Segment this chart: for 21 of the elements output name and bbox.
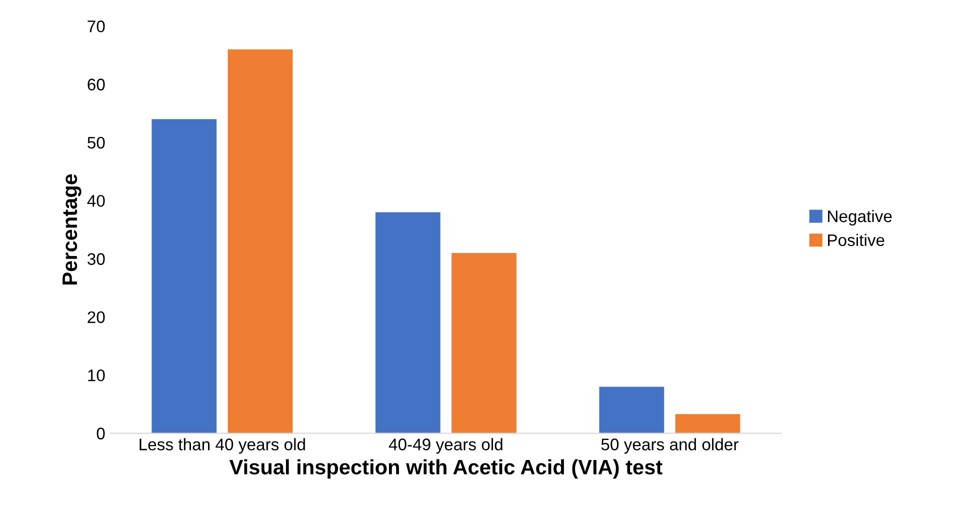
legend-label: Positive <box>828 234 884 246</box>
x-axis-title: Visual inspection with Acetic Acid (VIA) test <box>229 459 662 479</box>
x-tick-label: 50 years and older <box>601 438 738 454</box>
y-tick-label: 30 <box>88 253 105 265</box>
y-tick-label: 20 <box>88 311 105 324</box>
bar <box>599 386 664 434</box>
bar <box>452 252 516 434</box>
x-tick-label: Less than 40 years old <box>140 438 305 454</box>
y-tick-label: 40 <box>87 195 105 207</box>
legend-label: Negative <box>828 210 892 226</box>
y-tick-label: 70 <box>88 20 105 32</box>
bar <box>675 414 740 434</box>
y-tick-label: 60 <box>88 78 105 90</box>
y-tick-label: 10 <box>88 369 105 382</box>
bar <box>375 212 440 434</box>
y-tick-label: 50 <box>88 136 105 149</box>
bar <box>152 119 217 434</box>
x-tick-label: 40-49 years old <box>388 438 502 454</box>
y-tick-label: 0 <box>96 428 105 440</box>
y-axis-title: Percentage <box>62 174 82 284</box>
bar <box>228 49 293 434</box>
